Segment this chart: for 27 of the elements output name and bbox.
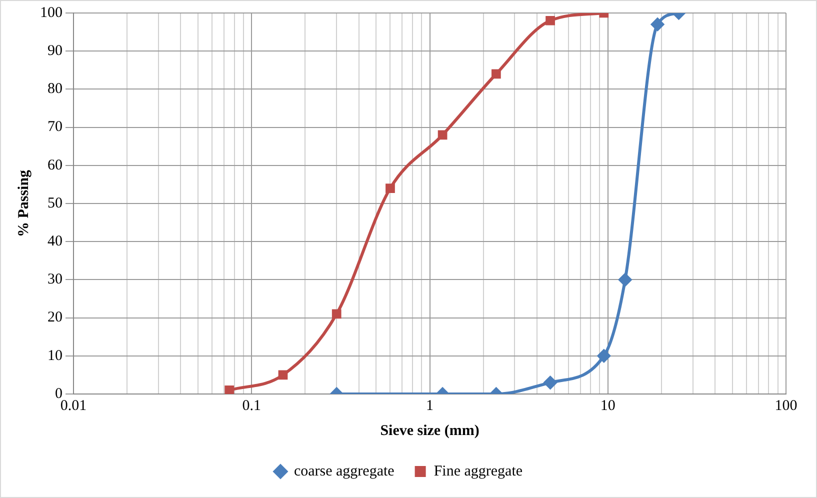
legend-label: Fine aggregate [434,463,523,480]
y-tick-label: 0 [55,386,62,402]
y-tick-label: 60 [48,157,62,174]
point [224,386,234,394]
y-tick-label: 30 [48,272,62,288]
legend-label: coarse aggregate [294,463,395,480]
x-tick-label: 0.01 [60,398,87,414]
y-tick-label: 100 [40,4,62,21]
x-axis-title: Sieve size (mm) [380,422,480,439]
point [386,184,395,193]
x-tick-label: 1 [426,398,434,414]
x-tick-label: 0.1 [242,398,261,414]
point [278,370,288,380]
y-tick-label: 10 [48,348,62,364]
y-tick-label: 90 [48,43,62,60]
point [546,16,555,26]
y-tick-label: 70 [48,119,62,136]
point [438,130,448,140]
point [332,309,342,319]
y-tick-label: 50 [48,195,62,212]
x-tick-label: 100 [774,398,798,414]
y-tick-label: 80 [48,81,62,98]
point [491,69,501,79]
y-axis-title: % Passing [16,169,32,238]
y-tick-label: 40 [48,234,62,250]
x-tick-label: 10 [600,398,616,414]
y-tick-label: 20 [48,310,62,326]
